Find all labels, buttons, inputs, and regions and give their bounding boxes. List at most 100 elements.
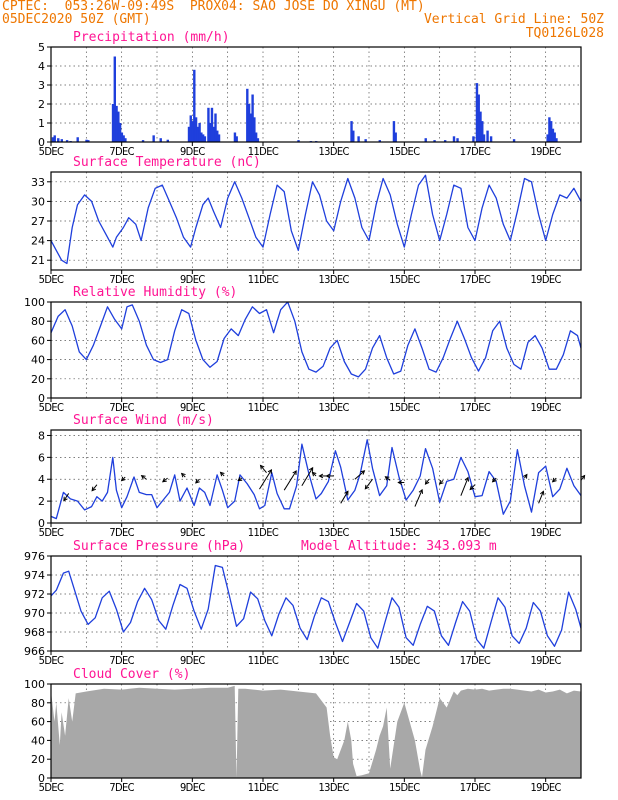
precip-bar [76, 137, 79, 142]
precip-bar [297, 140, 300, 142]
y-tick-label: 972 [24, 588, 45, 601]
x-tick-label: 15DEC [389, 781, 420, 794]
precip-bar [472, 136, 475, 142]
precip-bar [124, 138, 127, 142]
wind-arrow-head [91, 486, 97, 492]
x-tick-label: 13DEC [318, 781, 349, 794]
precip-bar [117, 111, 120, 142]
precip-bar [546, 134, 549, 142]
wind-arrow [63, 493, 70, 501]
panel-title: Cloud Cover (%) [73, 667, 190, 682]
wind-arrow-head [580, 474, 586, 480]
x-tick-label: 17DEC [460, 526, 491, 539]
precip-bar [392, 121, 396, 142]
x-tick-label: 19DEC [530, 526, 561, 539]
precip-bar [85, 139, 88, 142]
x-tick-label: 5DEC [39, 781, 64, 794]
wind-arrow-head [523, 473, 528, 479]
precip-bar [251, 94, 254, 142]
precip-bar [350, 121, 353, 142]
wind-arrow-head [63, 496, 68, 502]
y-tick-label: 1 [38, 117, 45, 130]
x-tick-label: 19DEC [530, 654, 561, 667]
y-tick-label: 60 [31, 716, 45, 729]
precip-bar [189, 115, 192, 142]
y-tick-label: 20 [31, 753, 45, 766]
wind-arrow [260, 465, 267, 473]
wind-arrow-head [237, 476, 243, 482]
precip-bar [256, 138, 260, 142]
wind-arrow-head [180, 472, 186, 478]
precip-bar [433, 140, 436, 142]
wind-arrow-head [325, 473, 331, 479]
wind-arrow-head [140, 475, 146, 480]
y-tick-label: 3 [38, 79, 45, 92]
plot-frame [50, 555, 582, 652]
precip-bar [475, 83, 479, 142]
plot-frame [50, 683, 582, 779]
x-tick-label: 13DEC [318, 526, 349, 539]
y-tick-label: 976 [24, 550, 45, 563]
y-tick-label: 5 [38, 41, 45, 54]
wind-arrow-head [464, 476, 470, 482]
precip-bar [65, 140, 69, 142]
panel-title: Surface Pressure (hPa) [73, 539, 245, 554]
station-header: CPTEC: 053:26W-09:49S PROX04: SAO JOSE D… [2, 0, 425, 14]
precip-bar [57, 138, 60, 142]
precip-bar [253, 117, 256, 142]
wind-arrow [414, 489, 423, 507]
x-tick-label: 13DEC [318, 401, 349, 414]
precip-bar [159, 138, 162, 142]
y-tick-label: 27 [31, 215, 45, 228]
run-date: 05DEC2020 50Z (GMT) [2, 12, 151, 27]
precip-bar [87, 140, 90, 142]
x-tick-label: 19DEC [530, 145, 561, 158]
panel-title: Surface Wind (m/s) [73, 413, 214, 428]
precip-bar [512, 139, 516, 142]
wind-arrow-head [259, 464, 265, 470]
x-tick-label: 9DEC [180, 273, 205, 286]
precip-bar [51, 137, 55, 142]
x-tick-label: 13DEC [318, 145, 349, 158]
precip-bar [553, 132, 556, 142]
wind-arrow-head [219, 471, 225, 477]
precip-bar [481, 121, 484, 142]
x-tick-label: 7DEC [109, 526, 134, 539]
x-tick-label: 11DEC [248, 401, 279, 414]
wind-arrow-head [308, 466, 314, 472]
panel-title: Precipitation (mm/h) [73, 30, 230, 45]
series-line [51, 439, 581, 520]
x-tick-label: 15DEC [389, 654, 420, 667]
plot-frame [50, 171, 582, 271]
x-tick-label: 17DEC [460, 654, 491, 667]
y-tick-label: 2 [38, 495, 45, 508]
precip-bar [207, 107, 210, 142]
x-tick-label: 7DEC [109, 401, 134, 414]
wind-arrow-head [491, 477, 497, 483]
precip-bar [249, 113, 253, 142]
y-tick-label: 970 [24, 607, 45, 620]
precip-bar [111, 104, 115, 142]
x-tick-label: 13DEC [318, 654, 349, 667]
precip-bar [60, 139, 63, 142]
wind-arrow [340, 491, 349, 504]
precip-bar [246, 88, 249, 142]
precip-bar [235, 136, 238, 142]
precip-bar [122, 135, 125, 142]
x-tick-label: 11DEC [248, 526, 279, 539]
precip-bar [115, 105, 118, 142]
precip-bar [191, 121, 194, 142]
precip-bar [549, 121, 553, 142]
x-tick-label: 7DEC [109, 654, 134, 667]
precip-bar [479, 111, 482, 142]
precip-bar [424, 138, 427, 142]
precip-bar [247, 104, 251, 142]
precip-bar [555, 138, 558, 142]
wind-arrow-head [424, 480, 430, 485]
precip-bar [214, 113, 217, 142]
wind-arrow-head [292, 470, 297, 475]
wind-arrow-head [364, 484, 370, 490]
precip-bar [198, 123, 201, 142]
x-tick-label: 17DEC [460, 401, 491, 414]
